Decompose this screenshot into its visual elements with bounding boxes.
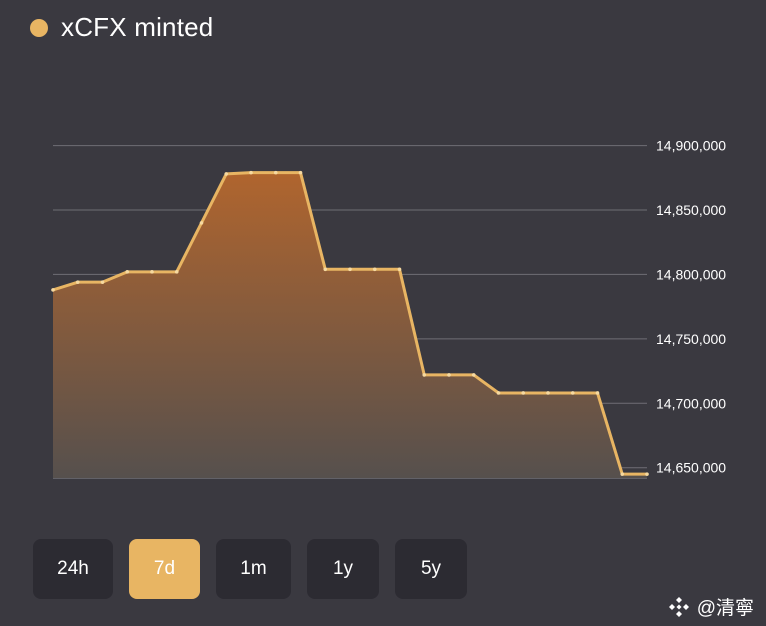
data-point[interactable] [422, 373, 427, 377]
y-tick-label: 14,650,000 [656, 460, 726, 476]
data-point[interactable] [174, 270, 179, 274]
time-range-selector: 24h 7d 1m 1y 5y [33, 539, 483, 599]
y-tick-label: 14,700,000 [656, 395, 726, 411]
series-area-fill [53, 172, 647, 478]
area-chart: 14,650,000 14,700,000 14,750,000 14,800,000… [51, 138, 726, 479]
data-point[interactable] [546, 391, 550, 395]
y-tick-label: 14,900,000 [656, 138, 726, 154]
data-point[interactable] [645, 472, 649, 476]
legend-color-swatch [30, 18, 48, 37]
range-button-7d[interactable]: 7d [129, 539, 200, 599]
data-point[interactable] [224, 172, 229, 176]
data-point[interactable] [595, 391, 600, 395]
binance-logo-icon [668, 596, 689, 617]
range-button-5y[interactable]: 5y [395, 539, 467, 599]
y-tick-label: 14,750,000 [656, 331, 726, 347]
range-button-1y[interactable]: 1y [307, 539, 379, 599]
data-point[interactable] [620, 472, 625, 476]
data-point[interactable] [521, 391, 526, 395]
data-point[interactable] [348, 267, 352, 272]
y-tick-label: 14,800,000 [656, 266, 726, 282]
data-point[interactable] [471, 373, 476, 377]
y-tick-label: 14,850,000 [656, 202, 726, 218]
data-point[interactable] [51, 288, 55, 292]
data-point[interactable] [447, 373, 451, 377]
data-point[interactable] [372, 267, 377, 272]
watermark-text: @清寧 [696, 598, 754, 619]
data-point[interactable] [249, 170, 253, 175]
watermark: @清寧 [667, 593, 754, 620]
data-point[interactable] [570, 391, 575, 395]
data-point[interactable] [496, 391, 501, 395]
chart-legend: xCFX minted [30, 12, 213, 43]
legend-label: xCFX minted [61, 12, 214, 42]
data-point[interactable] [100, 280, 105, 284]
data-point[interactable] [199, 221, 204, 225]
data-point[interactable] [150, 270, 154, 274]
data-point[interactable] [397, 267, 402, 272]
data-point[interactable] [125, 270, 130, 274]
range-button-24h[interactable]: 24h [33, 539, 113, 599]
data-point[interactable] [75, 280, 80, 284]
range-button-1m[interactable]: 1m [216, 539, 291, 599]
data-point[interactable] [323, 267, 328, 272]
data-point[interactable] [273, 170, 278, 175]
data-point[interactable] [298, 170, 303, 175]
